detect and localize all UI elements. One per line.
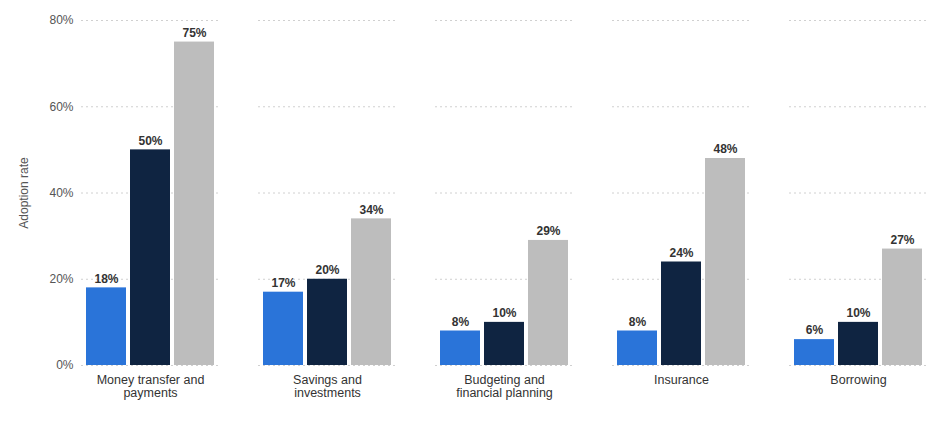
- svg-text:Savings andinvestments: Savings andinvestments: [293, 373, 362, 400]
- svg-text:8%: 8%: [629, 315, 647, 329]
- svg-text:27%: 27%: [890, 233, 914, 247]
- svg-text:50%: 50%: [138, 134, 162, 148]
- svg-text:Money transfer andpayments: Money transfer andpayments: [97, 373, 205, 400]
- svg-text:6%: 6%: [806, 323, 824, 337]
- svg-text:10%: 10%: [846, 306, 870, 320]
- svg-text:Insurance: Insurance: [654, 373, 709, 387]
- svg-text:34%: 34%: [359, 203, 383, 217]
- svg-text:24%: 24%: [669, 246, 693, 260]
- svg-text:Adoption rate: Adoption rate: [17, 157, 31, 229]
- svg-text:29%: 29%: [536, 224, 560, 238]
- svg-text:20%: 20%: [315, 263, 339, 277]
- svg-text:80%: 80%: [49, 13, 73, 27]
- svg-text:10%: 10%: [492, 306, 516, 320]
- svg-text:75%: 75%: [182, 26, 206, 40]
- svg-text:Borrowing: Borrowing: [830, 373, 886, 387]
- svg-text:48%: 48%: [713, 142, 737, 156]
- svg-text:40%: 40%: [49, 186, 73, 200]
- svg-text:17%: 17%: [271, 276, 295, 290]
- svg-text:20%: 20%: [49, 272, 73, 286]
- svg-text:60%: 60%: [49, 100, 73, 114]
- svg-text:18%: 18%: [94, 272, 118, 286]
- svg-text:Budgeting andfinancial plannin: Budgeting andfinancial planning: [456, 373, 553, 400]
- svg-text:0%: 0%: [56, 358, 74, 372]
- svg-text:8%: 8%: [452, 315, 470, 329]
